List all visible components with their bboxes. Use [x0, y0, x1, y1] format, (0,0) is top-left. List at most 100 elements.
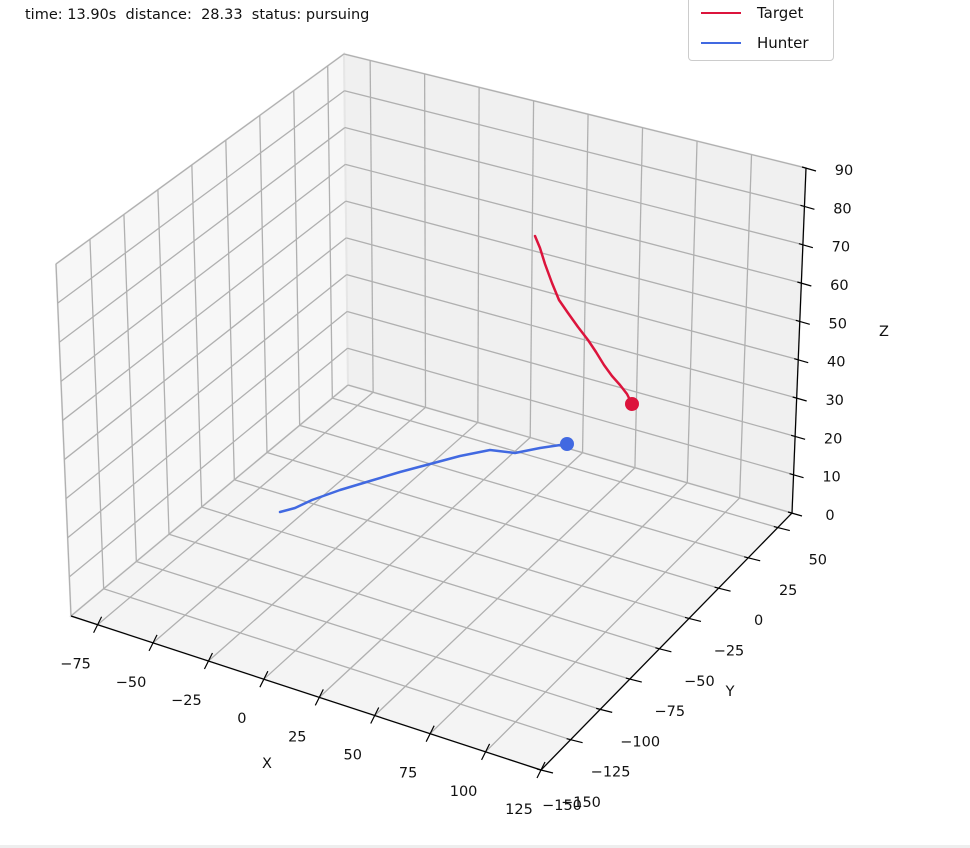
gridline-y-floor: [168, 533, 630, 680]
gridline-z-left: [58, 127, 346, 343]
gridline-x-floor: [263, 437, 531, 680]
gridline-z-back: [345, 163, 802, 284]
gridline-z-back: [345, 200, 800, 322]
y-tick-label: −150: [561, 795, 601, 811]
z-tick: [798, 243, 814, 249]
z-tick-label: 20: [824, 431, 842, 447]
gridline-x-floor: [152, 406, 426, 644]
gridline-x-back: [477, 87, 480, 423]
gridline-y-left: [259, 115, 268, 453]
z-tick-label: 10: [822, 470, 840, 486]
z-tick: [797, 281, 812, 287]
gridline-z-left: [70, 384, 349, 617]
target-marker-icon: [625, 397, 639, 411]
gridline-x-back: [369, 60, 374, 393]
z-tick: [792, 396, 807, 402]
gridline-x-back: [738, 154, 753, 498]
legend-label-hunter: Hunter: [757, 34, 809, 52]
gridline-y-floor: [332, 397, 778, 529]
gridline-z-left: [67, 310, 348, 539]
legend-label-target: Target: [757, 4, 804, 22]
axes-lines: [70, 166, 817, 779]
gridline-x-floor: [485, 497, 741, 753]
z-tick: [787, 511, 803, 517]
z-tick-label: 70: [832, 240, 850, 256]
gridline-z-back: [343, 53, 807, 169]
z-tick-label: 50: [829, 316, 847, 332]
gridline-x-floor: [429, 482, 688, 735]
gridline-y-left: [123, 214, 137, 562]
gridline-y-left: [157, 189, 170, 535]
legend-item-hunter: Hunter: [701, 31, 809, 55]
y-tick-label: −100: [620, 734, 660, 750]
gridline-z-back: [347, 347, 794, 476]
hunter-marker-icon: [560, 437, 574, 451]
gridline-x-floor: [374, 467, 636, 716]
z-axis-title: Z: [879, 324, 889, 340]
z-tick-label: 60: [830, 278, 848, 294]
x-tick-label: 100: [450, 784, 478, 800]
gridline-x-back: [423, 73, 427, 408]
gridline-z-back: [344, 90, 805, 207]
y-tick: [773, 525, 790, 532]
hunter-line-icon: [701, 41, 741, 45]
y-tick: [536, 768, 554, 774]
gridline-y-left: [89, 239, 105, 589]
y-tick-label: −25: [714, 643, 745, 659]
gridline-x-floor: [97, 391, 374, 626]
gridline-y-left: [293, 90, 301, 426]
x-tick: [93, 616, 103, 633]
data-series: [278, 234, 639, 514]
target-trajectory: [533, 234, 634, 406]
gridlines: [55, 53, 807, 771]
x-tick-label: 125: [505, 802, 533, 818]
gridline-z-back: [344, 126, 804, 246]
y-tick-label: 50: [809, 553, 827, 569]
y-tick: [596, 707, 613, 713]
gridline-y-left: [55, 263, 72, 617]
y-tick: [655, 647, 672, 653]
gridline-y-floor: [299, 424, 749, 559]
gridline-z-back: [346, 237, 799, 361]
gridline-x-back: [686, 141, 698, 483]
gridline-x-back: [634, 127, 644, 468]
y-tick-label: 0: [754, 613, 763, 629]
z-tick-label: 0: [825, 508, 834, 524]
x-tick: [203, 652, 213, 670]
z-tick-label: 90: [835, 163, 853, 179]
x-axis-line: [70, 615, 542, 771]
z-axis-line: [791, 167, 807, 514]
z-tick: [790, 434, 806, 440]
gridline-y-left: [327, 65, 333, 399]
x-tick: [370, 707, 380, 724]
x-tick-label: −75: [60, 657, 91, 673]
legend: Target Hunter: [688, 0, 834, 61]
z-tick-label: 40: [827, 355, 845, 371]
gridline-z-left: [63, 237, 347, 461]
gridline-y-floor: [136, 560, 601, 711]
y-tick-label: −150: [542, 798, 582, 814]
z-tick-label: 80: [833, 201, 851, 217]
x-tick: [259, 670, 269, 688]
gridline-z-back: [346, 274, 797, 399]
hunter-trajectory: [278, 442, 569, 514]
y-tick-label: −125: [591, 765, 631, 781]
y-axis-title: Y: [725, 684, 735, 700]
z-tick-label: 30: [825, 393, 843, 409]
x-tick-label: −50: [116, 675, 147, 691]
legend-item-target: Target: [701, 1, 803, 25]
gridline-y-left: [191, 164, 203, 508]
gridline-z-left: [62, 200, 347, 421]
gridline-z-left: [65, 274, 348, 500]
gridline-y-floor: [103, 588, 571, 741]
x-tick: [314, 689, 324, 706]
y-tick: [625, 677, 642, 683]
x-tick-label: 0: [237, 711, 246, 727]
gridline-z-left: [57, 90, 345, 304]
x-axis-title: X: [262, 756, 272, 772]
y-tick: [566, 738, 583, 744]
gridline-x-back: [529, 100, 535, 438]
z-tick: [789, 473, 804, 479]
y-tick-label: −50: [684, 674, 715, 690]
